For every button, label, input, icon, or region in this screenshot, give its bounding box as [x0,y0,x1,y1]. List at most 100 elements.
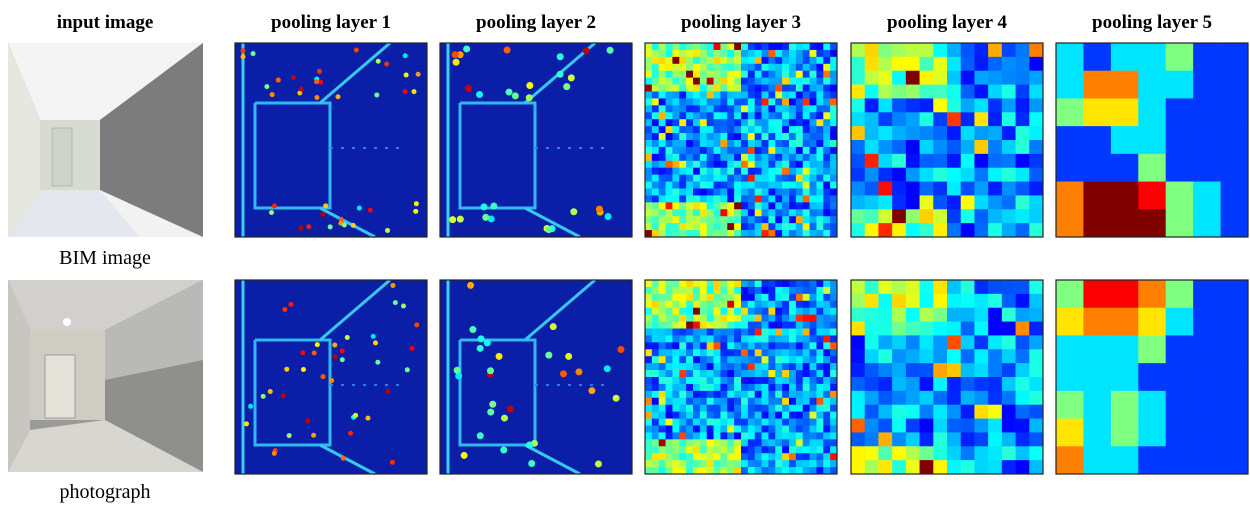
heatmap-cell [645,356,652,363]
heatmap-cell [823,119,830,126]
activation-pattern [235,280,427,474]
heatmap-cell [816,377,823,384]
heatmap-cell [892,43,906,57]
heatmap-cell [700,329,707,336]
heatmap-cell [1016,446,1030,460]
heatmap-cell [1029,377,1043,391]
heatmap-cell [830,154,837,161]
heatmap-cell [652,370,659,377]
heatmap-cell [659,342,666,349]
heatmap-cell [816,133,823,140]
heatmap-cell [865,112,879,126]
heatmap-cell [659,432,666,439]
heatmap-cell [741,154,748,161]
heatmap-cell [961,391,975,405]
hotspot [496,353,503,360]
heatmap-cell [741,356,748,363]
hotspot [453,59,460,66]
hotspot [526,94,533,101]
heatmap-cell [645,391,652,398]
heatmap-cell [741,280,748,287]
hotspot [454,367,461,374]
heatmap-cell [755,412,762,419]
heatmap-cell [816,412,823,419]
heatmap-cell [645,105,652,112]
heatmap-cell [666,133,673,140]
heatmap-cell [1056,280,1084,308]
heatmap-cell [823,335,830,342]
heatmap-cell [768,85,775,92]
heatmap-cell [679,175,686,182]
heatmap-cell [693,64,700,71]
heatmap-cell [686,467,693,474]
heatmap-cell [700,85,707,92]
heatmap-cell [920,280,934,294]
heatmap-cell [666,57,673,64]
heatmap-cell [645,64,652,71]
heatmap-cell [933,308,947,322]
heatmap-cell [755,112,762,119]
heatmap-cell [906,182,920,196]
heatmap-cell [672,280,679,287]
heatmap-cell [906,391,920,405]
heatmap-cell [789,161,796,168]
heatmap-cell [920,85,934,99]
heatmap-cell [1016,43,1030,57]
heatmap-cell [720,439,727,446]
hotspot [299,86,304,91]
heatmap-cell [762,161,769,168]
heatmap-cell [823,133,830,140]
hotspot [385,228,390,233]
heatmap-cell [947,140,961,154]
heatmap-cell [714,377,721,384]
heatmap-cell [645,98,652,105]
heatmap-cell [700,342,707,349]
heatmap-cell [1016,391,1030,405]
heatmap-cell [796,209,803,216]
heatmap-cell [679,105,686,112]
heatmap-cell [782,126,789,133]
heatmap-cell [714,119,721,126]
heatmap-cell [830,223,837,230]
heatmap-cell [1002,98,1016,112]
heatmap-cell [1029,280,1043,294]
heatmap-cell [659,133,666,140]
heatmap-cell [666,294,673,301]
heatmap-cell [645,154,652,161]
heatmap-cell [659,301,666,308]
heatmap-cell [748,342,755,349]
heatmap-cell [741,140,748,147]
heatmap-cell [1083,209,1111,237]
heatmap-cell [768,426,775,433]
heatmap-cell [707,460,714,467]
heatmap-cell [1029,391,1043,405]
heatmap-cell [816,356,823,363]
heatmap-cell [988,223,1002,237]
heatmap-cell [796,322,803,329]
heatmap-cell [775,384,782,391]
heatmap-cell [741,467,748,474]
heatmap-cell [775,112,782,119]
heatmap-cell [768,209,775,216]
heatmap-cell [679,182,686,189]
heatmap-cell [755,105,762,112]
hotspot [506,89,513,96]
heatmap-cell [762,363,769,370]
heatmap-cell [782,412,789,419]
heatmap-cell [652,384,659,391]
heatmap-cell [755,85,762,92]
heatmap-cell [1193,308,1221,336]
heatmap-cell [988,446,1002,460]
heatmap-cell [727,287,734,294]
heatmap-cell [803,216,810,223]
heatmap-cell [768,315,775,322]
heatmap-cell [686,182,693,189]
heatmap-cell [652,85,659,92]
heatmap-cell [878,363,892,377]
heatmap-cell [1083,335,1111,363]
hotspot [490,202,497,209]
heatmap-cell [659,384,666,391]
heatmap-cell [741,419,748,426]
heatmap-cell [810,342,817,349]
heatmap-cell [762,43,769,50]
